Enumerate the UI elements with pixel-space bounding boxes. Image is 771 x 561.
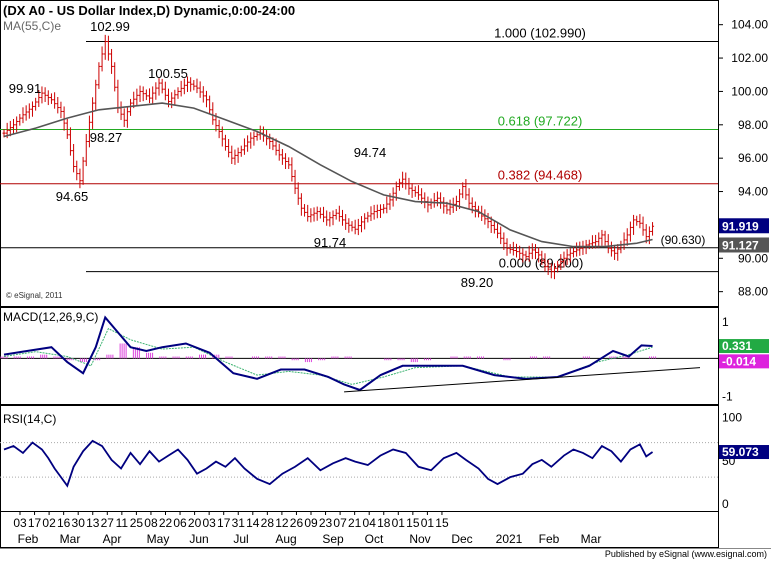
rsi-line <box>3 439 654 488</box>
x-month-label: Jun <box>189 532 208 546</box>
x-date-label: 27 <box>101 516 115 530</box>
rsi-value-box <box>719 445 769 460</box>
x-date-label: 12 <box>275 516 289 530</box>
x-month-label: Feb <box>18 532 39 546</box>
x-month-label: Mar <box>581 532 602 546</box>
x-month-label: Aug <box>275 532 296 546</box>
x-date-label: 01 <box>392 516 406 530</box>
rsi-value-text: 59.073 <box>722 445 759 459</box>
current-price-box-text: 91.919 <box>722 219 759 233</box>
price-y-tick-label: 104.00 <box>731 18 768 32</box>
macd-value-text: 0.331 <box>722 339 752 353</box>
x-axis-labels: 03 17 02 16 30 13 27 11 25 08 22 06 20 03 17 31 14 28 12 26… <box>13 511 601 546</box>
x-month-label: Sep <box>322 532 344 546</box>
x-date-label: 03 <box>13 516 27 530</box>
x-date-label: 22 <box>159 516 173 530</box>
x-date-label: 21 <box>348 516 362 530</box>
price-y-tick-label: 98.00 <box>738 118 768 132</box>
x-month-label: Oct <box>365 532 384 546</box>
price-y-tick-label: 94.00 <box>738 185 768 199</box>
fib-level-label: 0.618 (97.722) <box>498 113 583 128</box>
current-price-box <box>719 218 769 234</box>
macd-value-box <box>719 339 769 354</box>
x-date-label: 13 <box>86 516 100 530</box>
macd-plot <box>0 315 718 393</box>
ma-legend: MA(55,C)e <box>3 19 61 33</box>
x-month-label: 2021 <box>496 532 523 546</box>
x-date-label: 23 <box>319 516 333 530</box>
chart-title: (DX A0 - US Dollar Index,D) Dynamic,0:00… <box>3 3 295 18</box>
price-annotation: 98.27 <box>90 130 123 145</box>
x-date-label: 14 <box>246 516 260 530</box>
x-date-label: 26 <box>290 516 304 530</box>
price-y-tick-label: 102.00 <box>731 51 768 65</box>
price-y-tick-label: 88.00 <box>738 285 768 299</box>
price-annotation: 102.99 <box>90 19 130 34</box>
x-date-label: 17 <box>28 516 42 530</box>
macd-trendline <box>344 367 701 393</box>
x-month-label: Dec <box>451 532 472 546</box>
x-date-label: 28 <box>261 516 275 530</box>
price-y-tick-label: 90.00 <box>738 251 768 265</box>
ma-value-box <box>719 237 769 253</box>
x-date-label: 31 <box>232 516 246 530</box>
x-month-label: Jul <box>233 532 248 546</box>
x-month-label: May <box>147 532 170 546</box>
price-annotation: 94.65 <box>56 189 89 204</box>
x-date-label: 02 <box>42 516 56 530</box>
x-date-label: 17 <box>217 516 231 530</box>
x-month-label: Mar <box>60 532 81 546</box>
ma55-line <box>3 102 653 248</box>
y-axis-labels: 104.00102.00100.0098.0096.0094.0092.0090… <box>718 18 769 511</box>
price-plot: 1.000 (102.990) 0.618 (97.722) 0.382 (94.4… <box>0 19 718 290</box>
x-month-label: Feb <box>539 532 560 546</box>
x-date-label: 30 <box>72 516 86 530</box>
macd-hist-value-box <box>719 354 769 369</box>
rsi-plot <box>0 439 718 488</box>
x-month-label: Apr <box>103 532 122 546</box>
x-date-label: 09 <box>304 516 318 530</box>
x-month-label: Nov <box>409 532 430 546</box>
price-annotation: 89.20 <box>461 275 494 290</box>
rsi-y-tick-label: 100 <box>722 411 742 425</box>
price-annotation: 99.91 <box>9 81 42 96</box>
x-date-label: 06 <box>173 516 187 530</box>
x-date-label: 15 <box>406 516 420 530</box>
x-date-label: 18 <box>377 516 391 530</box>
rsi-y-tick-label: 0 <box>722 497 729 511</box>
x-date-label: 01 <box>421 516 435 530</box>
price-annotation: 100.55 <box>148 66 188 81</box>
macd-title: MACD(12,26,9,C) <box>3 310 98 324</box>
price-y-tick-label: 100.00 <box>731 84 768 98</box>
macd-hist-value-text: -0.014 <box>722 354 756 368</box>
ma-value-box-text: 91.127 <box>722 238 759 252</box>
macd-y-tick-label: -1 <box>722 390 733 404</box>
axis-frame <box>0 511 719 548</box>
x-date-label: 03 <box>202 516 216 530</box>
x-date-label: 07 <box>333 516 347 530</box>
price-annotation: 94.74 <box>354 145 387 160</box>
fib-level-label: 1.000 (102.990) <box>494 26 586 41</box>
price-panel-frame <box>0 0 719 307</box>
fib-level-label: 0.382 (94.468) <box>498 168 583 183</box>
published-footer: Published by eSignal (www.esignal.com) <box>605 549 767 559</box>
x-date-label: 25 <box>130 516 144 530</box>
x-date-label: 11 <box>116 516 129 530</box>
rsi-panel-frame <box>0 405 719 512</box>
price-y-tick-label: 96.00 <box>738 151 768 165</box>
support-line-label: (90.630) <box>661 233 706 247</box>
price-annotation: 91.74 <box>314 235 347 250</box>
x-date-label: 08 <box>144 516 158 530</box>
macd-y-tick-label: 1 <box>722 315 729 329</box>
copyright-note: © eSignal, 2011 <box>6 291 63 300</box>
x-date-label: 20 <box>188 516 202 530</box>
x-date-label: 04 <box>363 516 377 530</box>
x-date-label: 15 <box>435 516 449 530</box>
x-date-label: 16 <box>57 516 71 530</box>
rsi-title: RSI(14,C) <box>3 412 56 426</box>
